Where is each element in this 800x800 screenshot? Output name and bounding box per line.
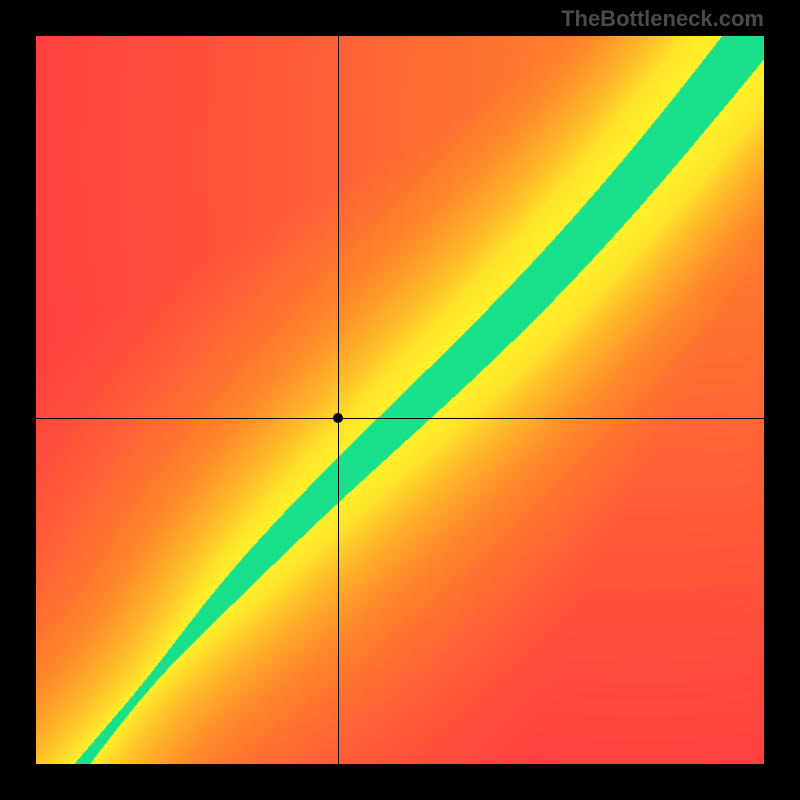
- crosshair-vertical: [338, 36, 339, 764]
- heatmap-plot: [36, 36, 764, 764]
- chart-container: TheBottleneck.com: [0, 0, 800, 800]
- heatmap-canvas: [36, 36, 764, 764]
- crosshair-horizontal: [36, 418, 764, 419]
- crosshair-marker: [333, 413, 343, 423]
- watermark-text: TheBottleneck.com: [561, 6, 764, 32]
